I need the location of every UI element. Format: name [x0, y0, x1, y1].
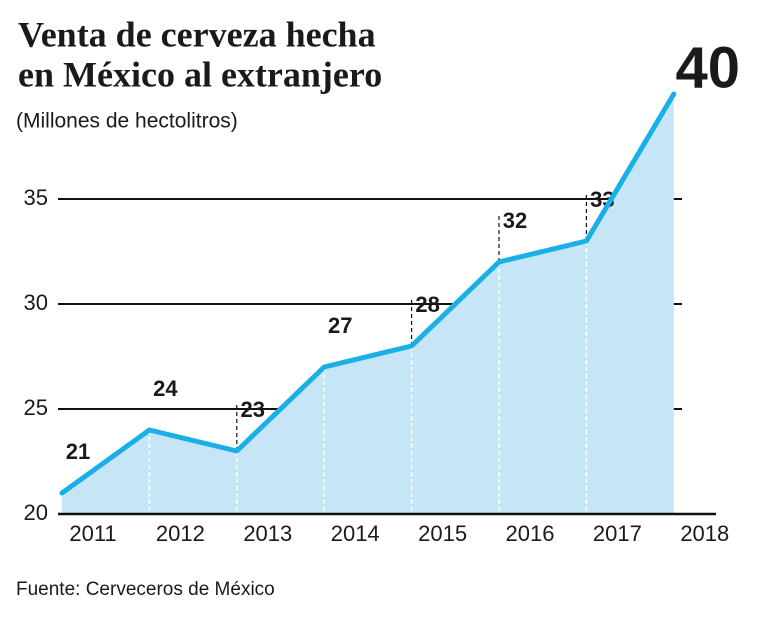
- value-label: 28: [415, 292, 439, 317]
- line: [59, 91, 677, 496]
- final-value-label: 40: [676, 35, 741, 100]
- y-tick-label: 20: [24, 500, 48, 525]
- chart-title: en México al extranjero: [18, 54, 382, 94]
- value-label: 32: [503, 208, 527, 233]
- x-tick-label: 2011: [69, 521, 116, 546]
- x-tick-label: 2013: [243, 521, 292, 546]
- x-tick-label: 2016: [506, 521, 555, 546]
- x-tick-label: 2012: [156, 521, 205, 546]
- value-label: 24: [153, 376, 178, 401]
- source: Fuente: Cerveceros de México: [16, 579, 275, 600]
- value-label: 27: [328, 313, 352, 338]
- value-label: 21: [66, 439, 90, 464]
- value-label: 23: [241, 397, 265, 422]
- y-tick-label: 30: [24, 290, 48, 315]
- x-tick-label: 2015: [418, 521, 467, 546]
- chart-title: Venta de cerveza hecha: [18, 14, 376, 54]
- y-tick-label: 35: [24, 185, 48, 210]
- x-tick-label: 2014: [331, 521, 380, 546]
- area: [62, 94, 674, 514]
- y-tick-label: 25: [24, 395, 48, 420]
- chart-subtitle: (Millones de hectolitros): [16, 110, 238, 133]
- x-tick-label: 2018: [680, 521, 729, 546]
- x-tick-label: 2017: [593, 521, 642, 546]
